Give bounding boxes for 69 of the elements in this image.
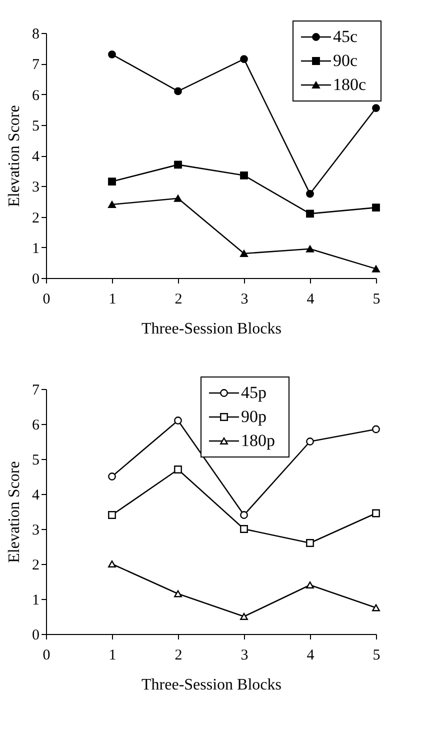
x-tick-label: 4 bbox=[306, 292, 315, 308]
x-tick-label: 2 bbox=[174, 292, 182, 308]
x-tick-label: 1 bbox=[108, 292, 116, 308]
y-axis-title: Elevation Score bbox=[6, 105, 23, 207]
x-axis-title: Three-Session Blocks bbox=[142, 320, 282, 338]
point bbox=[108, 50, 116, 58]
x-tick-label: 3 bbox=[240, 648, 248, 664]
x-tick-label: 5 bbox=[372, 648, 380, 664]
point bbox=[174, 87, 182, 96]
x-axis-title: Three-Session Blocks bbox=[142, 676, 282, 694]
point bbox=[372, 104, 380, 112]
point bbox=[174, 160, 182, 169]
point bbox=[108, 472, 116, 480]
point bbox=[240, 525, 248, 533]
y-tick-label: 6 bbox=[32, 418, 40, 434]
y-tick-label: 0 bbox=[32, 272, 40, 288]
y-tick-label: 1 bbox=[32, 240, 40, 257]
y-tick-label: 6 bbox=[32, 88, 40, 104]
y-tick-label: 1 bbox=[32, 592, 40, 608]
legend-label: 180p bbox=[241, 431, 275, 450]
x-tick-label: 1 bbox=[108, 648, 116, 664]
y-tick-label: 5 bbox=[32, 452, 40, 468]
point bbox=[306, 438, 314, 446]
point bbox=[174, 466, 182, 474]
y-tick-label: 3 bbox=[32, 180, 40, 196]
y-axis-title: Elevation Score bbox=[6, 461, 23, 563]
legend-label: 45p bbox=[241, 383, 266, 402]
y-tick-label: 2 bbox=[32, 558, 40, 574]
point bbox=[306, 210, 314, 218]
y-tick-label: 0 bbox=[32, 628, 40, 644]
y-tick-label: 7 bbox=[32, 382, 40, 398]
legend-label: 45c bbox=[333, 27, 358, 46]
x-tick-label: 0 bbox=[42, 292, 50, 308]
point bbox=[372, 604, 380, 612]
point bbox=[240, 171, 248, 180]
legend-label: 90c bbox=[333, 51, 358, 70]
x-tick-label: 3 bbox=[240, 292, 248, 308]
point bbox=[174, 416, 182, 424]
legend-label: 90p bbox=[241, 407, 266, 426]
y-tick-label: 4 bbox=[32, 488, 40, 504]
point bbox=[108, 200, 116, 208]
point bbox=[372, 509, 380, 518]
x-tick-label: 0 bbox=[42, 648, 50, 664]
point bbox=[240, 55, 248, 63]
y-tick-label: 2 bbox=[32, 210, 40, 226]
y-tick-label: 4 bbox=[32, 149, 40, 165]
point bbox=[372, 204, 380, 212]
y-tick-label: 3 bbox=[32, 522, 40, 538]
x-tick-label: 4 bbox=[306, 648, 315, 664]
point bbox=[306, 245, 314, 252]
point bbox=[240, 612, 248, 620]
point bbox=[108, 511, 116, 519]
point bbox=[108, 178, 116, 186]
x-tick-label: 2 bbox=[174, 648, 182, 664]
x-tick-label: 5 bbox=[372, 292, 380, 308]
y-tick-label: 8 bbox=[32, 26, 40, 42]
point bbox=[108, 560, 116, 568]
legend-label: 180c bbox=[333, 75, 366, 94]
point bbox=[372, 425, 380, 434]
point bbox=[306, 581, 314, 589]
point bbox=[240, 250, 248, 258]
point bbox=[372, 265, 380, 272]
point bbox=[306, 539, 314, 547]
point bbox=[174, 194, 182, 202]
y-tick-label: 5 bbox=[32, 118, 40, 134]
y-tick-label: 7 bbox=[32, 57, 40, 74]
point bbox=[240, 511, 248, 519]
point bbox=[306, 190, 314, 198]
point bbox=[174, 590, 182, 598]
